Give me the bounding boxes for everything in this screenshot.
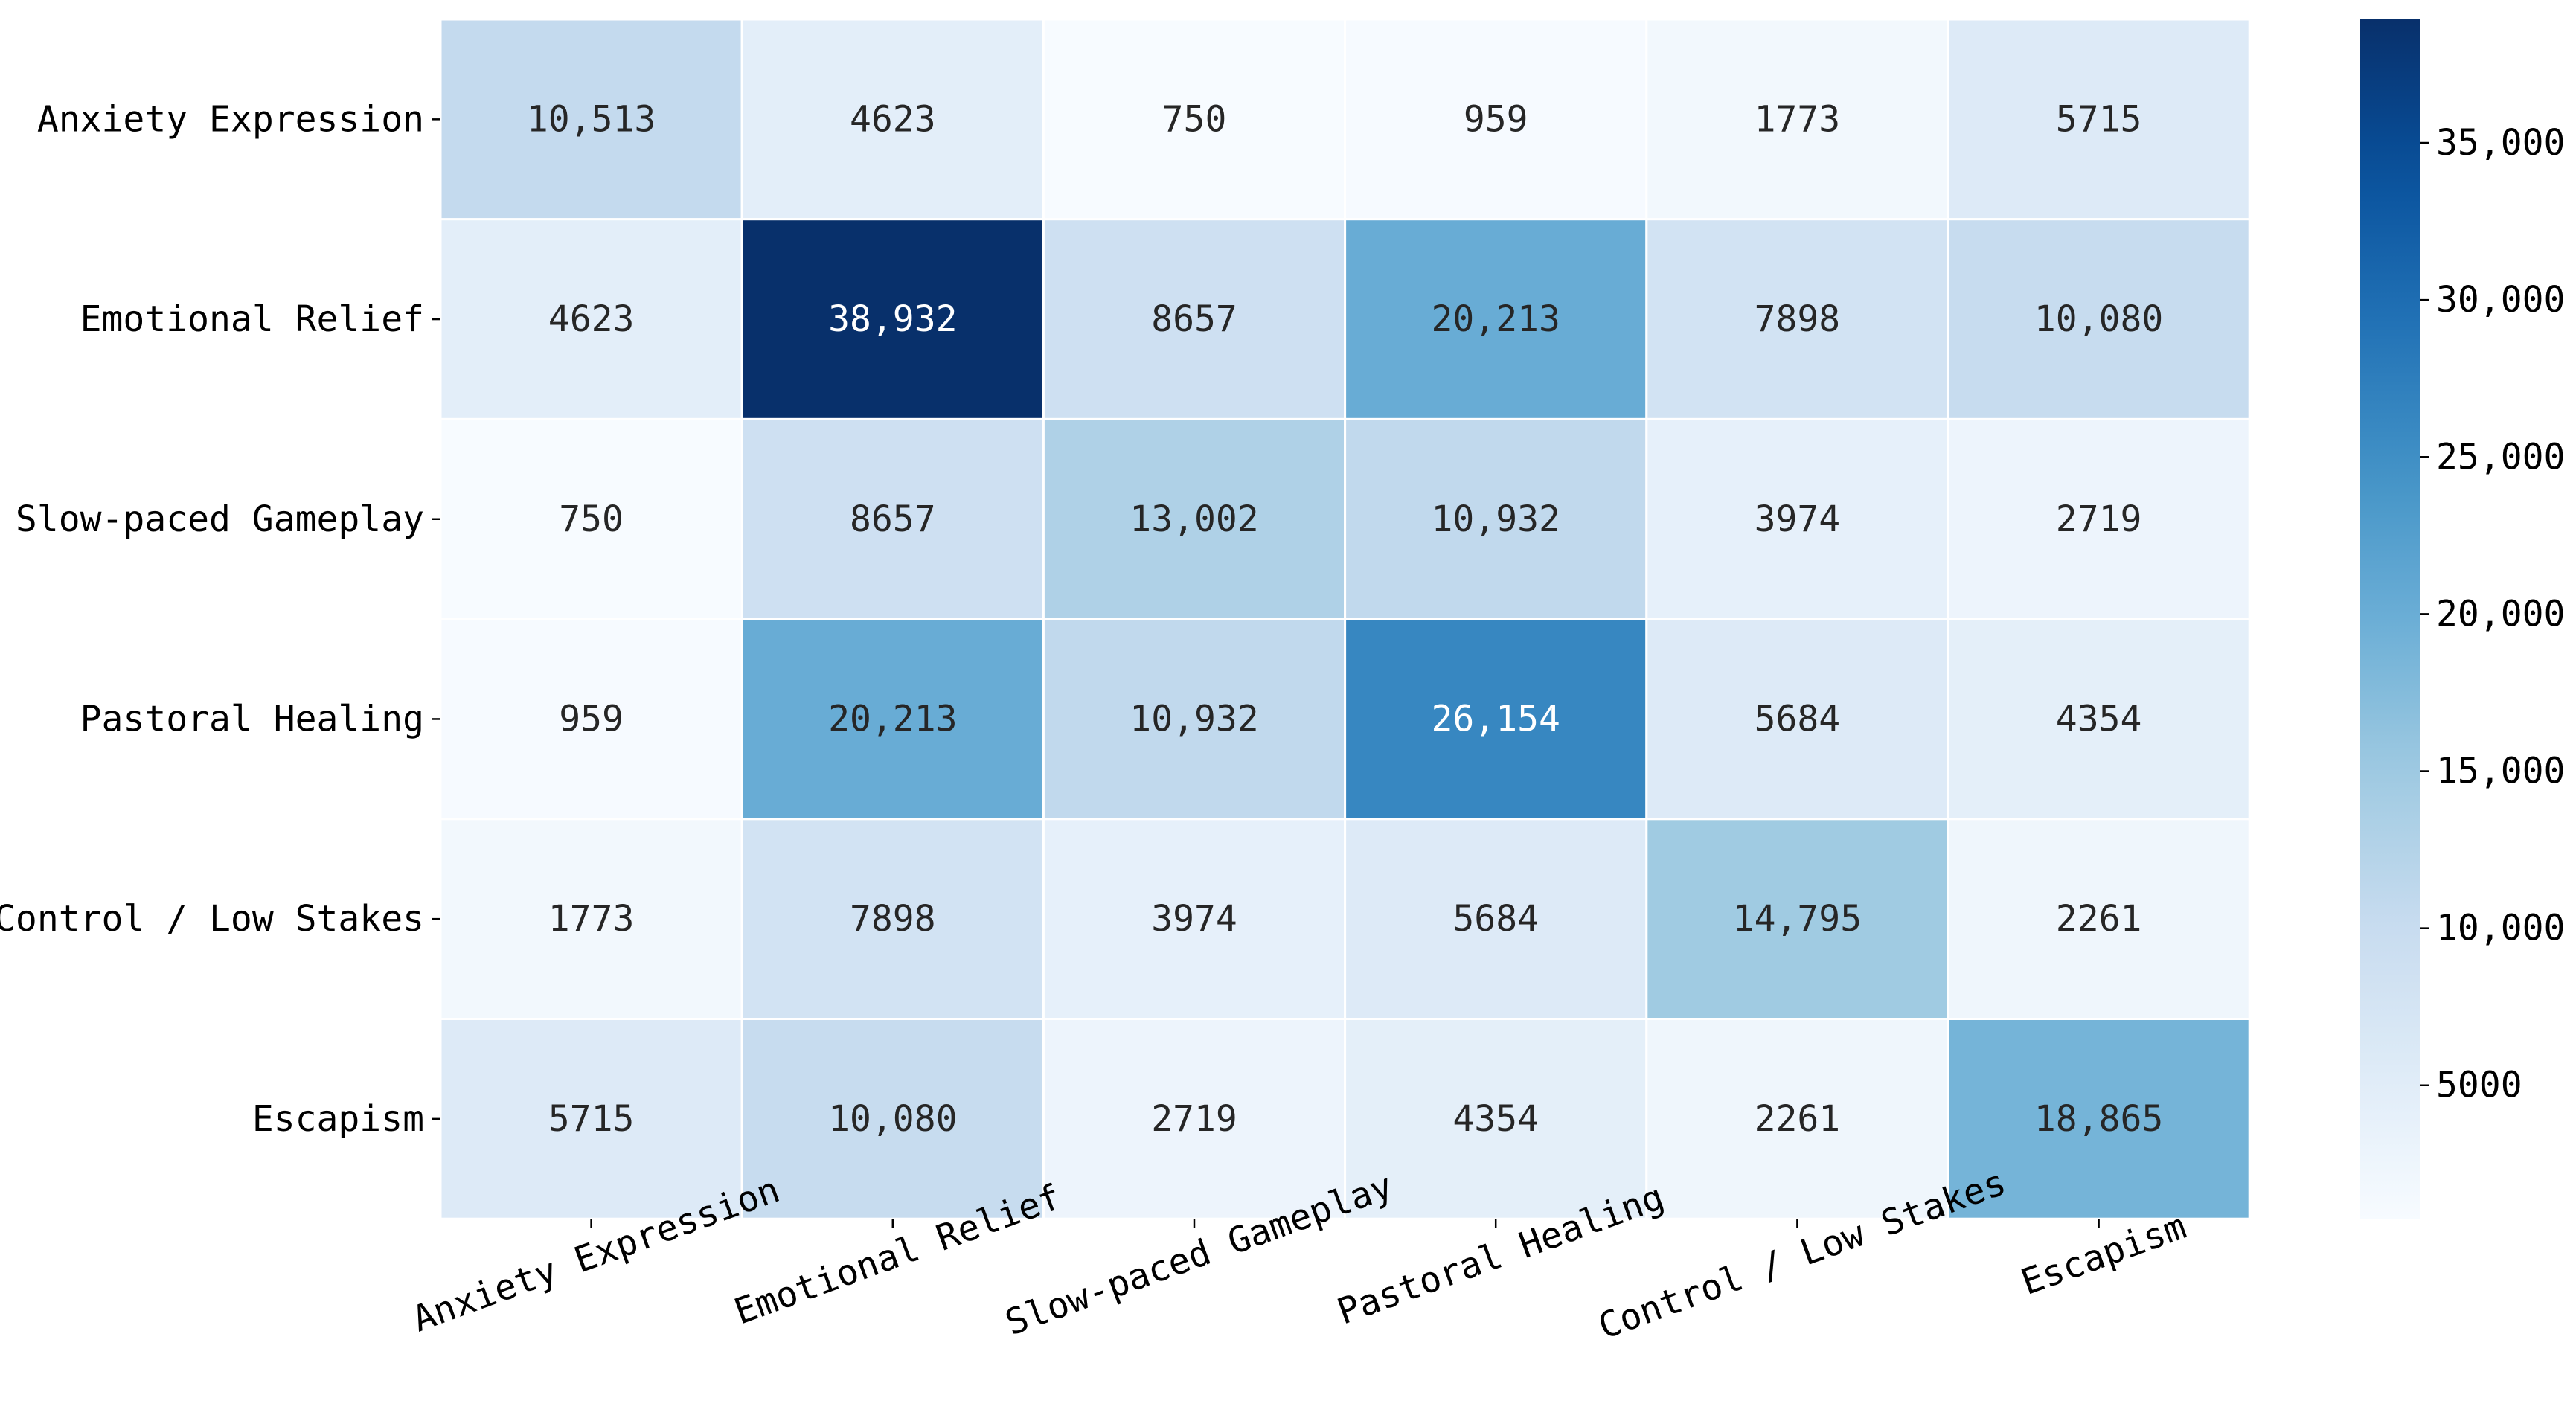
heatmap-cell [740, 417, 1045, 620]
cell-value-label: 10,932 [1130, 698, 1258, 740]
cell-value-label: 4623 [850, 98, 936, 140]
heatmap-cell [1947, 818, 2251, 1021]
cell-value-label: 5715 [2056, 98, 2142, 140]
heatmap-cell [439, 618, 743, 821]
cell-value-label: 20,213 [1432, 298, 1560, 340]
colorbar-tick-label: 30,000 [2436, 279, 2565, 321]
cell-value-label: 38,932 [828, 298, 957, 340]
cell-value-label: 7898 [850, 898, 936, 940]
colorbar-tick-label: 25,000 [2436, 436, 2565, 478]
heatmap-cell [1947, 417, 2251, 620]
y-axis: Anxiety Expression Emotional Relief Slow-p… [0, 98, 440, 1140]
cell-value-label: 2261 [2056, 898, 2142, 940]
cell-value-label: 8657 [1151, 298, 1237, 340]
cell-value-label: 2261 [1755, 1098, 1841, 1140]
y-tick-label: Control / Low Stakes [0, 898, 424, 940]
cell-value-label: 13,002 [1130, 498, 1258, 540]
colorbar-tick-label: 35,000 [2436, 122, 2565, 164]
cell-value-label: 750 [1162, 98, 1227, 140]
y-tick-label: Slow-paced Gameplay [16, 498, 424, 540]
colorbar-tick-label: 15,000 [2436, 751, 2565, 792]
heatmap-cell [439, 818, 743, 1021]
heatmap-cell [439, 18, 743, 221]
x-tick-label: Escapism [2016, 1205, 2191, 1303]
cell-value-label: 1773 [548, 898, 635, 940]
cell-value-label: 3974 [1151, 898, 1237, 940]
cell-value-label: 5715 [548, 1098, 635, 1140]
cell-value-label: 1773 [1755, 98, 1841, 140]
cell-value-label: 4354 [1452, 1098, 1539, 1140]
cell-value-label: 26,154 [1432, 698, 1560, 740]
cell-value-label: 2719 [2056, 498, 2142, 540]
colorbar: 5000 10,000 15,000 20,000 25,000 30,000 35,000 [2360, 19, 2565, 1219]
heatmap-cell [1344, 18, 1648, 221]
cell-value-label: 959 [559, 698, 624, 740]
cell-value-label: 3974 [1755, 498, 1841, 540]
cell-value-label: 5684 [1452, 898, 1539, 940]
heatmap-cell [740, 218, 1045, 420]
heatmap-cell [1645, 818, 1949, 1021]
cell-value-label: 10,932 [1432, 498, 1560, 540]
y-tick-label: Anxiety Expression [37, 98, 424, 140]
cell-value-label: 2719 [1151, 1098, 1237, 1140]
cell-value-label: 10,080 [828, 1098, 957, 1140]
colorbar-tick-label: 20,000 [2436, 593, 2565, 635]
cell-value-label: 4354 [2056, 698, 2142, 740]
colorbar-gradient [2360, 19, 2420, 1219]
heatmap-cell [1042, 18, 1347, 221]
heatmap-cells: 10,513 4623 750 959 1773 5715 4623 38,932 8657 20… [439, 18, 2251, 1220]
heatmap-cell [1344, 818, 1648, 1021]
heatmap-cell [1645, 417, 1949, 620]
y-tick-label: Escapism [252, 1098, 424, 1140]
heatmap-cell [1042, 417, 1347, 620]
heatmap-cell [1947, 218, 2251, 420]
heatmap-cell [1042, 818, 1347, 1021]
heatmap-cell [1645, 18, 1949, 221]
heatmap-cell [439, 417, 743, 620]
heatmap-cell [1344, 218, 1648, 420]
colorbar-tick-label: 5000 [2436, 1065, 2522, 1106]
cell-value-label: 10,513 [527, 98, 656, 140]
cell-value-label: 14,795 [1733, 898, 1862, 940]
cell-value-label: 7898 [1755, 298, 1841, 340]
heatmap-cell [1947, 1018, 2251, 1220]
cell-value-label: 18,865 [2034, 1098, 2163, 1140]
cell-value-label: 20,213 [828, 698, 957, 740]
y-tick-label: Pastoral Healing [80, 698, 424, 740]
cell-value-label: 4623 [548, 298, 635, 340]
cell-value-label: 5684 [1755, 698, 1841, 740]
cell-value-label: 10,080 [2034, 298, 2163, 340]
heatmap-cell [1344, 417, 1648, 620]
heatmap-cell [1645, 1018, 1949, 1220]
cell-value-label: 750 [559, 498, 624, 540]
heatmap-cell [1947, 618, 2251, 821]
heatmap-cell [740, 618, 1045, 821]
heatmap-cell [1042, 618, 1347, 821]
heatmap-cell [439, 1018, 743, 1220]
heatmap-cell [1947, 18, 2251, 221]
heatmap-cell [1645, 618, 1949, 821]
cell-value-label: 8657 [850, 498, 936, 540]
y-tick-label: Emotional Relief [80, 298, 424, 340]
heatmap-cell [740, 18, 1045, 221]
cell-value-label: 959 [1464, 98, 1528, 140]
colorbar-tick-label: 10,000 [2436, 908, 2565, 949]
heatmap-cell [1344, 618, 1648, 821]
